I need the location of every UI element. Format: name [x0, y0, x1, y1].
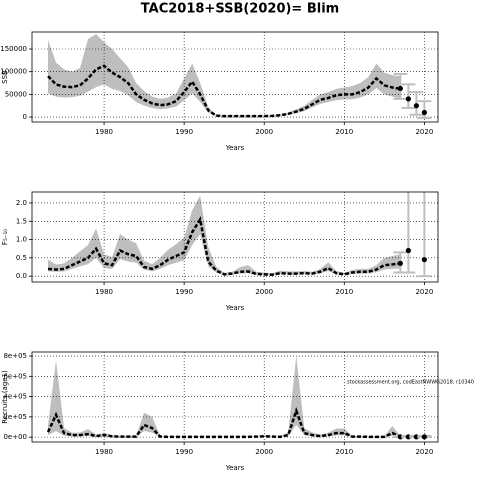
x-axis-label: Years — [225, 464, 245, 472]
forecast-point — [405, 247, 411, 254]
plot-frame — [31, 191, 439, 283]
x-tick-label: 2010 — [335, 288, 353, 296]
y-tick-label: 150000 — [0, 45, 27, 53]
x-tick-label: 2010 — [335, 128, 353, 136]
y-tick-label: 0.5 — [16, 254, 27, 262]
plot-area — [32, 32, 438, 122]
x-tick-label: 2000 — [255, 288, 273, 296]
estimate-line — [47, 64, 401, 118]
forecast-point — [397, 260, 403, 266]
chart-title: TAC2018+SSB(2020)= Blim — [141, 2, 339, 17]
x-tick-label: 1980 — [95, 448, 113, 456]
y-tick-label: 0 — [23, 113, 27, 121]
x-tick-label: 2020 — [415, 288, 433, 296]
y-tick-label: 6e+05 — [3, 372, 27, 380]
y-tick-label: 2.0 — [16, 199, 27, 207]
y-tick-label: 2e+05 — [3, 413, 27, 421]
x-tick-label: 1980 — [95, 128, 113, 136]
y-tick-label: 50000 — [5, 90, 27, 98]
y-tick-label: 1.0 — [16, 236, 27, 244]
x-tick-label: 2000 — [255, 128, 273, 136]
estimate-line — [47, 216, 401, 276]
y-tick-label: 100000 — [0, 68, 27, 76]
x-axis-label: Years — [225, 304, 245, 312]
x-tick-label: 1990 — [175, 288, 193, 296]
forecast-point — [421, 434, 427, 440]
x-tick-label: 1980 — [95, 288, 113, 296]
x-tick-label: 1990 — [175, 128, 193, 136]
plot-area — [32, 192, 438, 282]
y-axis-label: SSB — [1, 70, 9, 84]
x-tick-label: 1990 — [175, 448, 193, 456]
x-tick-label: 2020 — [415, 448, 433, 456]
forecast-point — [413, 103, 419, 109]
x-tick-label: 2020 — [415, 128, 433, 136]
plot-frame — [31, 31, 439, 123]
y-tick-label: 0.0 — [16, 272, 27, 280]
confidence-band — [48, 34, 401, 117]
annotation: stockassessment.org, codEastNWWG2018, r1… — [347, 380, 474, 386]
x-tick-label: 2010 — [335, 448, 353, 456]
forecast-point — [405, 96, 411, 102]
plot-area — [32, 352, 438, 442]
forecast-point — [397, 85, 403, 92]
forecast-point — [421, 109, 427, 116]
y-tick-label: 4e+05 — [3, 393, 27, 401]
forecast-point — [421, 257, 427, 263]
y-tick-label: 1.5 — [16, 217, 27, 225]
estimate-line — [46, 406, 401, 439]
y-axis-label: Recruits (age1) — [1, 370, 9, 424]
plot-frame — [31, 351, 439, 443]
y-tick-label: 0e+00 — [3, 433, 27, 441]
x-axis-label: Years — [225, 144, 245, 152]
y-axis-label: F₅₋₁₀ — [1, 229, 9, 245]
confidence-band — [48, 195, 401, 276]
y-tick-label: 8e+05 — [3, 352, 27, 360]
x-tick-label: 2000 — [255, 448, 273, 456]
